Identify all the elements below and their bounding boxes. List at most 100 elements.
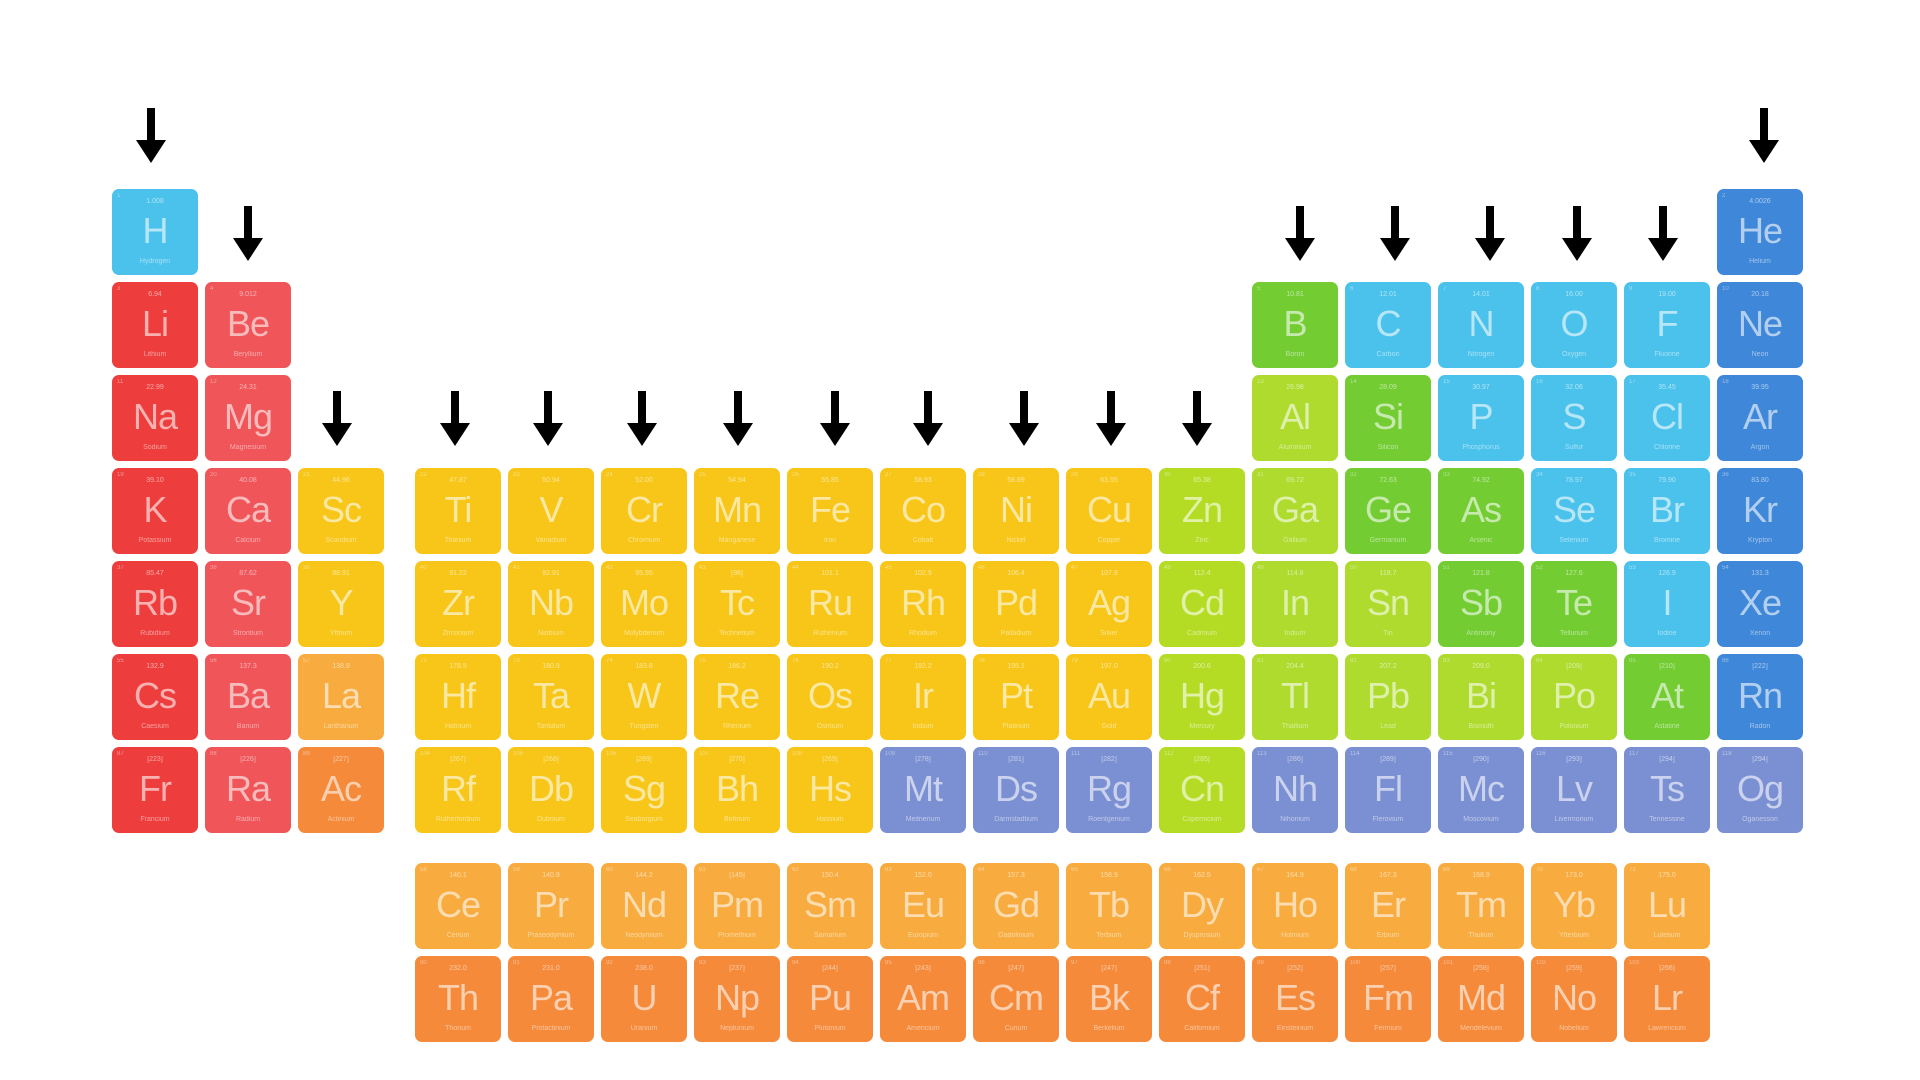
element-cell-os[interactable]: 76 190.2 Os Osmium xyxy=(787,654,873,740)
element-cell-in[interactable]: 49 114.8 In Indium xyxy=(1252,561,1338,647)
element-cell-ts[interactable]: 117 [294] Ts Tennessine xyxy=(1624,747,1710,833)
element-cell-kr[interactable]: 36 83.80 Kr Krypton xyxy=(1717,468,1803,554)
element-cell-xe[interactable]: 54 131.3 Xe Xenon xyxy=(1717,561,1803,647)
element-cell-cn[interactable]: 112 [285] Cn Copernicium xyxy=(1159,747,1245,833)
element-cell-ta[interactable]: 73 180.9 Ta Tantalum xyxy=(508,654,594,740)
element-cell-s[interactable]: 16 32.06 S Sulfur xyxy=(1531,375,1617,461)
element-cell-w[interactable]: 74 183.8 W Tungsten xyxy=(601,654,687,740)
element-cell-re[interactable]: 75 186.2 Re Rhenium xyxy=(694,654,780,740)
element-cell-la[interactable]: 57 138.9 La Lanthanum xyxy=(298,654,384,740)
element-cell-fl[interactable]: 114 [289] Fl Flerovium xyxy=(1345,747,1431,833)
element-cell-fe[interactable]: 26 55.85 Fe Iron xyxy=(787,468,873,554)
element-cell-si[interactable]: 14 28.09 Si Silicon xyxy=(1345,375,1431,461)
element-cell-lv[interactable]: 116 [293] Lv Livermorium xyxy=(1531,747,1617,833)
element-cell-mo[interactable]: 42 95.95 Mo Molybdenum xyxy=(601,561,687,647)
element-cell-no[interactable]: 102 [259] No Nobelium xyxy=(1531,956,1617,1042)
element-cell-sg[interactable]: 106 [269] Sg Seaborgium xyxy=(601,747,687,833)
element-cell-mg[interactable]: 12 24.31 Mg Magnesium xyxy=(205,375,291,461)
element-cell-k[interactable]: 19 39.10 K Potassium xyxy=(112,468,198,554)
element-cell-p[interactable]: 15 30.97 P Phosphorus xyxy=(1438,375,1524,461)
element-cell-es[interactable]: 99 [252] Es Einsteinium xyxy=(1252,956,1338,1042)
element-cell-np[interactable]: 93 [237] Np Neptunium xyxy=(694,956,780,1042)
element-cell-dy[interactable]: 66 162.5 Dy Dysprosium xyxy=(1159,863,1245,949)
element-cell-ti[interactable]: 22 47.87 Ti Titanium xyxy=(415,468,501,554)
element-cell-sb[interactable]: 51 121.8 Sb Antimony xyxy=(1438,561,1524,647)
element-cell-og[interactable]: 118 [294] Og Oganesson xyxy=(1717,747,1803,833)
element-cell-hs[interactable]: 108 [269] Hs Hassium xyxy=(787,747,873,833)
element-cell-at[interactable]: 85 [210] At Astatine xyxy=(1624,654,1710,740)
element-cell-sc[interactable]: 21 44.96 Sc Scandium xyxy=(298,468,384,554)
element-cell-n[interactable]: 7 14.01 N Nitrogen xyxy=(1438,282,1524,368)
element-cell-be[interactable]: 4 9.012 Be Beryllium xyxy=(205,282,291,368)
element-cell-zr[interactable]: 40 91.22 Zr Zirconium xyxy=(415,561,501,647)
element-cell-ds[interactable]: 110 [281] Ds Darmstadtium xyxy=(973,747,1059,833)
element-cell-gd[interactable]: 64 157.3 Gd Gadolinium xyxy=(973,863,1059,949)
element-cell-bk[interactable]: 97 [247] Bk Berkelium xyxy=(1066,956,1152,1042)
element-cell-sn[interactable]: 50 118.7 Sn Tin xyxy=(1345,561,1431,647)
element-cell-rf[interactable]: 104 [267] Rf Rutherfordium xyxy=(415,747,501,833)
element-cell-ra[interactable]: 88 [226] Ra Radium xyxy=(205,747,291,833)
element-cell-db[interactable]: 105 [268] Db Dubnium xyxy=(508,747,594,833)
element-cell-cm[interactable]: 96 [247] Cm Curium xyxy=(973,956,1059,1042)
element-cell-rb[interactable]: 37 85.47 Rb Rubidium xyxy=(112,561,198,647)
element-cell-tm[interactable]: 69 168.9 Tm Thulium xyxy=(1438,863,1524,949)
element-cell-tb[interactable]: 65 158.9 Tb Terbium xyxy=(1066,863,1152,949)
element-cell-er[interactable]: 68 167.3 Er Erbium xyxy=(1345,863,1431,949)
element-cell-cd[interactable]: 48 112.4 Cd Cadmium xyxy=(1159,561,1245,647)
element-cell-ir[interactable]: 77 192.2 Ir Iridium xyxy=(880,654,966,740)
element-cell-ac[interactable]: 89 [227] Ac Actinium xyxy=(298,747,384,833)
element-cell-fm[interactable]: 100 [257] Fm Fermium xyxy=(1345,956,1431,1042)
element-cell-v[interactable]: 23 50.94 V Vanadium xyxy=(508,468,594,554)
element-cell-y[interactable]: 39 88.91 Y Yttrium xyxy=(298,561,384,647)
element-cell-pr[interactable]: 59 140.9 Pr Praseodymium xyxy=(508,863,594,949)
element-cell-te[interactable]: 52 127.6 Te Tellurium xyxy=(1531,561,1617,647)
element-cell-lr[interactable]: 103 [266] Lr Lawrencium xyxy=(1624,956,1710,1042)
element-cell-sm[interactable]: 62 150.4 Sm Samarium xyxy=(787,863,873,949)
element-cell-pm[interactable]: 61 [145] Pm Promethium xyxy=(694,863,780,949)
element-cell-pt[interactable]: 78 195.1 Pt Platinum xyxy=(973,654,1059,740)
element-cell-ne[interactable]: 10 20.18 Ne Neon xyxy=(1717,282,1803,368)
element-cell-hf[interactable]: 72 178.5 Hf Hafnium xyxy=(415,654,501,740)
element-cell-br[interactable]: 35 79.90 Br Bromine xyxy=(1624,468,1710,554)
element-cell-tl[interactable]: 81 204.4 Tl Thallium xyxy=(1252,654,1338,740)
element-cell-cf[interactable]: 98 [251] Cf Californium xyxy=(1159,956,1245,1042)
element-cell-ru[interactable]: 44 101.1 Ru Ruthenium xyxy=(787,561,873,647)
element-cell-bi[interactable]: 83 209.0 Bi Bismuth xyxy=(1438,654,1524,740)
element-cell-ge[interactable]: 32 72.63 Ge Germanium xyxy=(1345,468,1431,554)
element-cell-mn[interactable]: 25 54.94 Mn Manganese xyxy=(694,468,780,554)
element-cell-b[interactable]: 5 10.81 B Boron xyxy=(1252,282,1338,368)
element-cell-co[interactable]: 27 58.93 Co Cobalt xyxy=(880,468,966,554)
element-cell-po[interactable]: 84 [209] Po Polonium xyxy=(1531,654,1617,740)
element-cell-he[interactable]: 2 4.0026 He Helium xyxy=(1717,189,1803,275)
element-cell-sr[interactable]: 38 87.62 Sr Strontium xyxy=(205,561,291,647)
element-cell-i[interactable]: 53 126.9 I Iodine xyxy=(1624,561,1710,647)
element-cell-ar[interactable]: 18 39.95 Ar Argon xyxy=(1717,375,1803,461)
element-cell-ce[interactable]: 58 140.1 Ce Cerium xyxy=(415,863,501,949)
element-cell-hg[interactable]: 80 200.6 Hg Mercury xyxy=(1159,654,1245,740)
element-cell-yb[interactable]: 70 173.0 Yb Ytterbium xyxy=(1531,863,1617,949)
element-cell-na[interactable]: 11 22.99 Na Sodium xyxy=(112,375,198,461)
element-cell-h[interactable]: 1 1.008 H Hydrogen xyxy=(112,189,198,275)
element-cell-al[interactable]: 13 26.98 Al Aluminium xyxy=(1252,375,1338,461)
element-cell-cr[interactable]: 24 52.00 Cr Chromium xyxy=(601,468,687,554)
element-cell-cu[interactable]: 29 63.55 Cu Copper xyxy=(1066,468,1152,554)
element-cell-lu[interactable]: 71 175.0 Lu Lutetium xyxy=(1624,863,1710,949)
element-cell-eu[interactable]: 63 152.0 Eu Europium xyxy=(880,863,966,949)
element-cell-am[interactable]: 95 [243] Am Americium xyxy=(880,956,966,1042)
element-cell-ag[interactable]: 47 107.9 Ag Silver xyxy=(1066,561,1152,647)
element-cell-nd[interactable]: 60 144.2 Nd Neodymium xyxy=(601,863,687,949)
element-cell-mc[interactable]: 115 [290] Mc Moscovium xyxy=(1438,747,1524,833)
element-cell-o[interactable]: 8 16.00 O Oxygen xyxy=(1531,282,1617,368)
element-cell-rg[interactable]: 111 [282] Rg Roentgenium xyxy=(1066,747,1152,833)
element-cell-rh[interactable]: 45 102.9 Rh Rhodium xyxy=(880,561,966,647)
element-cell-bh[interactable]: 107 [270] Bh Bohrium xyxy=(694,747,780,833)
element-cell-nb[interactable]: 41 92.91 Nb Niobium xyxy=(508,561,594,647)
element-cell-rn[interactable]: 86 [222] Rn Radon xyxy=(1717,654,1803,740)
element-cell-fr[interactable]: 87 [223] Fr Francium xyxy=(112,747,198,833)
element-cell-f[interactable]: 9 19.00 F Fluorine xyxy=(1624,282,1710,368)
element-cell-ba[interactable]: 56 137.3 Ba Barium xyxy=(205,654,291,740)
element-cell-ca[interactable]: 20 40.08 Ca Calcium xyxy=(205,468,291,554)
element-cell-pb[interactable]: 82 207.2 Pb Lead xyxy=(1345,654,1431,740)
element-cell-zn[interactable]: 30 65.38 Zn Zinc xyxy=(1159,468,1245,554)
element-cell-ni[interactable]: 28 58.69 Ni Nickel xyxy=(973,468,1059,554)
